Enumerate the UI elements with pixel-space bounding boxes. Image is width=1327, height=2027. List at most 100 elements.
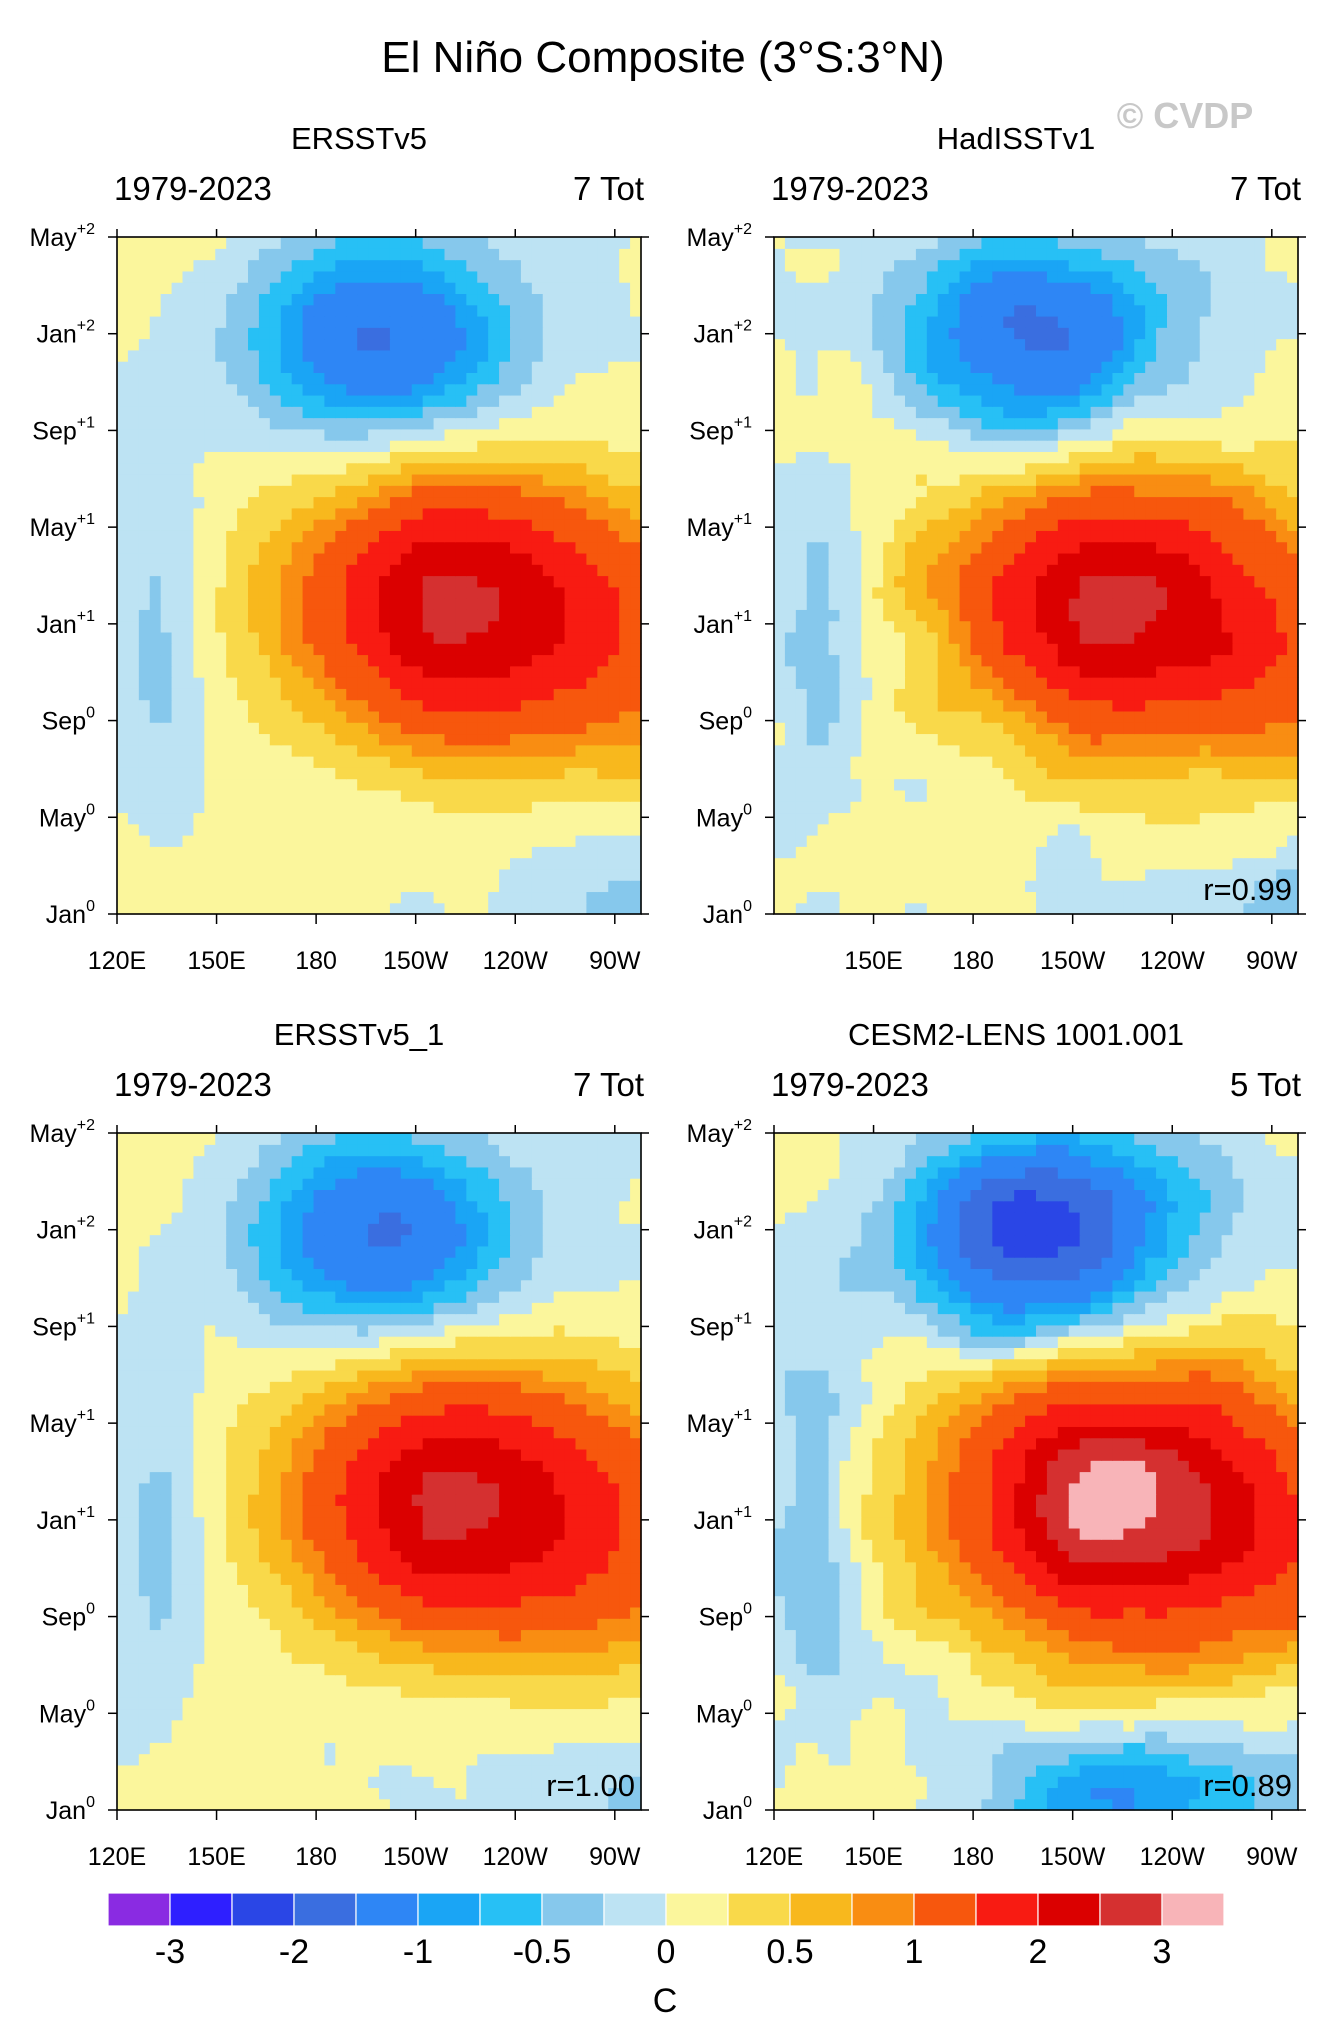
heatmap-cell — [586, 394, 598, 407]
heatmap-cell — [542, 575, 555, 588]
heatmap-cell — [127, 710, 140, 723]
heatmap-cell — [477, 767, 489, 780]
heatmap-cell — [992, 756, 1004, 768]
heatmap-cell — [477, 598, 489, 610]
heatmap-cell — [127, 473, 140, 486]
heatmap-cell — [477, 880, 489, 893]
heatmap-cell — [269, 519, 282, 531]
heatmap-cell — [883, 902, 895, 915]
heatmap-cell — [204, 564, 216, 577]
heatmap-cell — [237, 259, 249, 272]
heatmap-cell — [1232, 631, 1245, 644]
heatmap-cell — [1188, 507, 1201, 520]
heatmap-cell — [619, 756, 631, 768]
heatmap-cell — [499, 564, 511, 577]
heatmap-cell — [248, 710, 260, 723]
heatmap-cell — [477, 372, 489, 385]
heatmap-cell — [499, 710, 511, 723]
heatmap-cell — [784, 733, 797, 746]
heatmap-cell — [160, 801, 173, 814]
heatmap-cell — [182, 575, 195, 588]
heatmap-cell — [1188, 789, 1201, 802]
heatmap-cell — [291, 643, 304, 656]
heatmap-cell — [171, 282, 184, 295]
heatmap-cell — [389, 756, 402, 768]
heatmap-cell — [149, 812, 162, 825]
heatmap-cell — [510, 710, 522, 723]
heatmap-cell — [1123, 485, 1135, 498]
heatmap-cell — [422, 880, 435, 893]
heatmap-cell — [850, 620, 862, 633]
heatmap-cell — [553, 315, 566, 328]
heatmap-cell — [520, 270, 533, 283]
heatmap-cell — [959, 733, 972, 746]
heatmap-cell — [553, 394, 566, 407]
heatmap-cell — [1145, 428, 1157, 441]
heatmap-cell — [1025, 767, 1037, 780]
heatmap-cell — [948, 846, 961, 859]
heatmap-cell — [193, 891, 205, 904]
heatmap-cell — [324, 677, 336, 689]
heatmap-cell — [346, 778, 358, 791]
heatmap-cell — [466, 823, 478, 836]
heatmap-cell — [368, 417, 380, 430]
heatmap-cell — [379, 541, 391, 554]
heatmap-cell — [313, 733, 326, 746]
heatmap-cell — [630, 282, 642, 295]
heatmap-cell — [597, 361, 609, 373]
heatmap-cell — [1221, 677, 1234, 689]
heatmap-cell — [531, 473, 544, 486]
heatmap-cell — [564, 823, 577, 836]
heatmap-cell — [346, 665, 358, 678]
heatmap-cell — [269, 902, 282, 915]
heatmap-cell — [520, 756, 533, 768]
heatmap-cell — [1057, 530, 1070, 543]
heatmap-cell — [817, 756, 830, 768]
heatmap-cell — [357, 552, 369, 565]
heatmap-cell — [215, 891, 227, 904]
heatmap-cell — [937, 552, 950, 565]
heatmap-cell — [948, 744, 961, 757]
heatmap-cell — [817, 778, 830, 791]
heatmap-cell — [905, 519, 917, 531]
heatmap-cell — [619, 349, 631, 362]
heatmap-cell — [1101, 451, 1114, 464]
heatmap-cell — [586, 710, 598, 723]
heatmap-cell — [1199, 835, 1212, 847]
heatmap-cell — [531, 868, 544, 881]
heatmap-cell — [510, 304, 522, 317]
heatmap-cell — [806, 789, 819, 802]
heatmap-cell — [171, 631, 184, 644]
heatmap-cell — [1003, 688, 1015, 701]
heatmap-cell — [872, 722, 884, 735]
heatmap-cell — [258, 868, 271, 881]
heatmap-cell — [520, 237, 533, 249]
heatmap-cell — [1134, 868, 1146, 881]
heatmap-cell — [477, 699, 489, 712]
heatmap-cell — [883, 654, 895, 667]
heatmap-cell — [160, 744, 173, 757]
heatmap-cell — [839, 857, 852, 870]
heatmap-cell — [379, 519, 391, 531]
heatmap-cell — [1090, 586, 1103, 599]
heatmap-cell — [1276, 631, 1288, 644]
heatmap-cell — [226, 293, 238, 306]
heatmap-cell — [1265, 778, 1277, 791]
heatmap-cell — [1210, 677, 1223, 689]
heatmap-cell — [433, 541, 446, 554]
heatmap-cell — [608, 406, 620, 419]
heatmap-cell — [1036, 507, 1048, 520]
heatmap-cell — [1199, 789, 1212, 802]
heatmap-cell — [422, 372, 435, 385]
heatmap-cell — [324, 575, 336, 588]
heatmap-cell — [302, 417, 315, 430]
heatmap-cell — [1090, 688, 1103, 701]
heatmap-cell — [324, 891, 336, 904]
heatmap-cell — [1090, 846, 1103, 859]
heatmap-cell — [477, 530, 489, 543]
heatmap-cell — [171, 496, 184, 509]
heatmap-cell — [1276, 880, 1288, 893]
heatmap-cell — [379, 304, 391, 317]
heatmap-cell — [499, 835, 511, 847]
heatmap-cell — [422, 846, 435, 859]
